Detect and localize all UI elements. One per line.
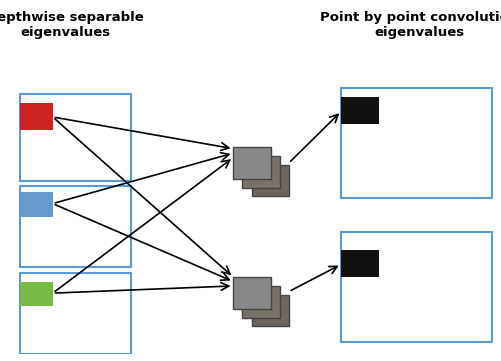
Bar [341, 250, 378, 277]
Bar [20, 186, 130, 267]
Bar [20, 282, 53, 306]
Bar [341, 88, 491, 198]
Bar [20, 103, 53, 130]
Bar [20, 192, 53, 217]
Text: Depthwise separable
eigenvalues: Depthwise separable eigenvalues [0, 11, 144, 39]
Bar [20, 94, 130, 180]
Bar [341, 232, 491, 342]
Bar [251, 165, 289, 196]
Bar [233, 147, 271, 179]
Bar [242, 156, 280, 188]
Bar [20, 273, 130, 354]
Bar [233, 277, 271, 309]
Bar [251, 295, 289, 326]
Text: Point by point convolution
eigenvalues: Point by point convolution eigenvalues [320, 11, 501, 39]
Bar [242, 286, 280, 318]
Bar [341, 97, 378, 124]
